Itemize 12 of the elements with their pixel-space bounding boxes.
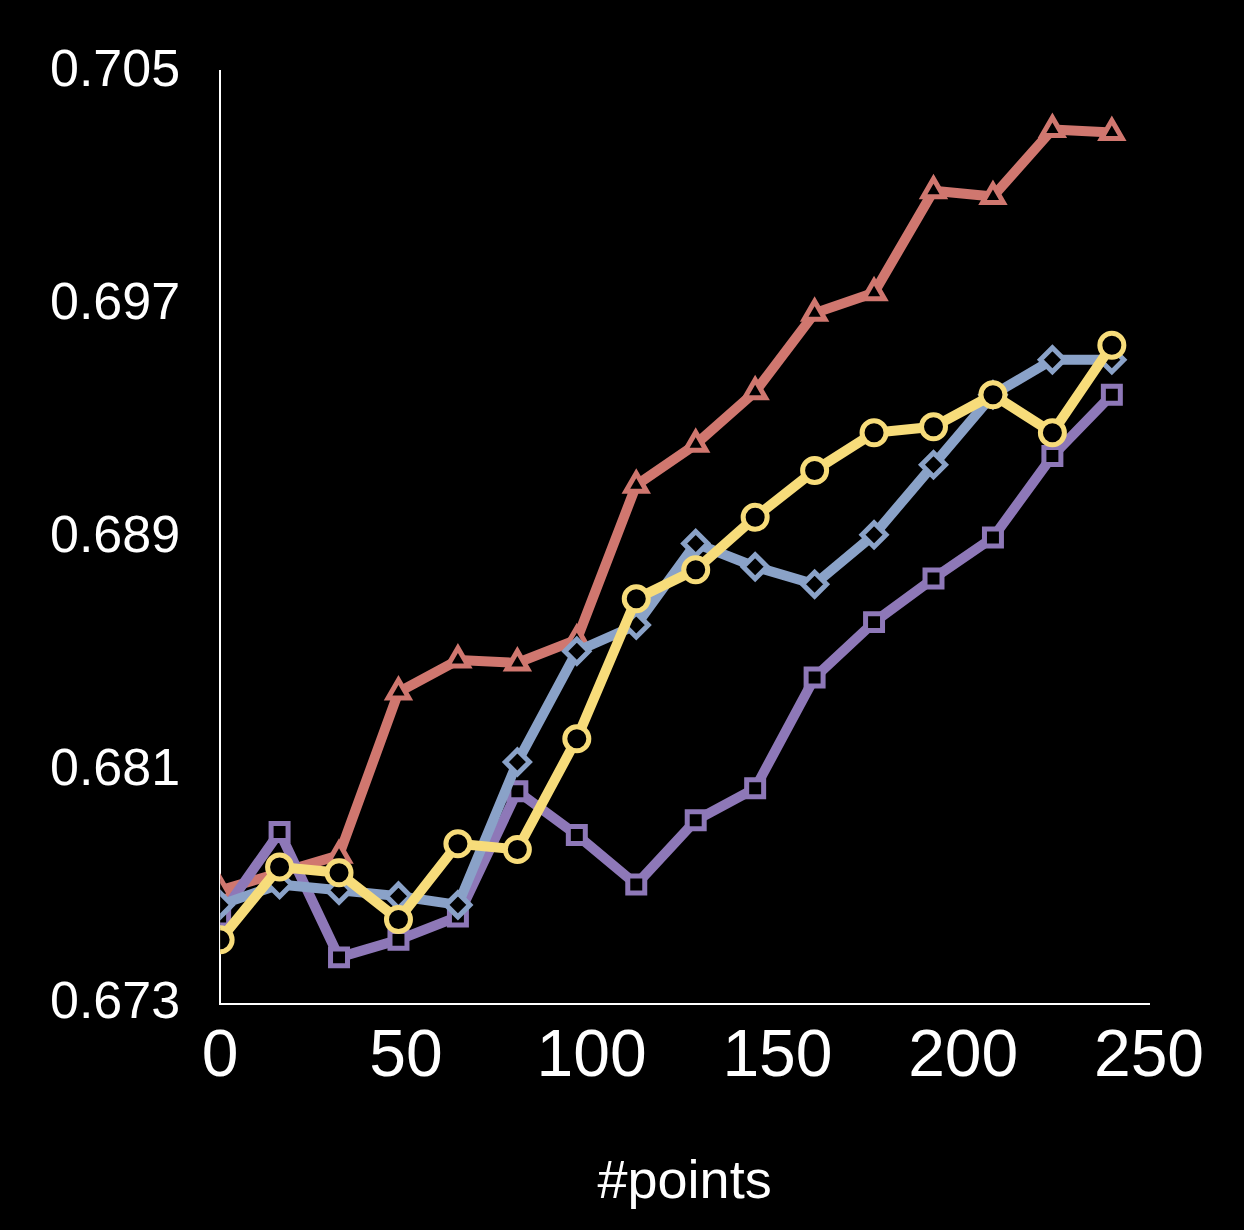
y-tick-label: 0.689	[49, 504, 181, 563]
x-tick-label: 50	[369, 1015, 443, 1090]
x-tick-label: 150	[722, 1015, 833, 1090]
y-tick-label: 0.681	[49, 738, 181, 797]
y-tick-label: 0.697	[49, 271, 181, 330]
x-tick-label: 250	[1093, 1015, 1205, 1090]
x-tick-label: 200	[908, 1015, 1019, 1090]
y-tick-label: 0.705	[49, 38, 181, 97]
x-tick-label: 0	[201, 1015, 239, 1090]
x-axis-title: #points	[597, 1149, 772, 1210]
y-tick-label: 0.673	[49, 971, 181, 1030]
x-tick-label: 100	[536, 1015, 647, 1090]
